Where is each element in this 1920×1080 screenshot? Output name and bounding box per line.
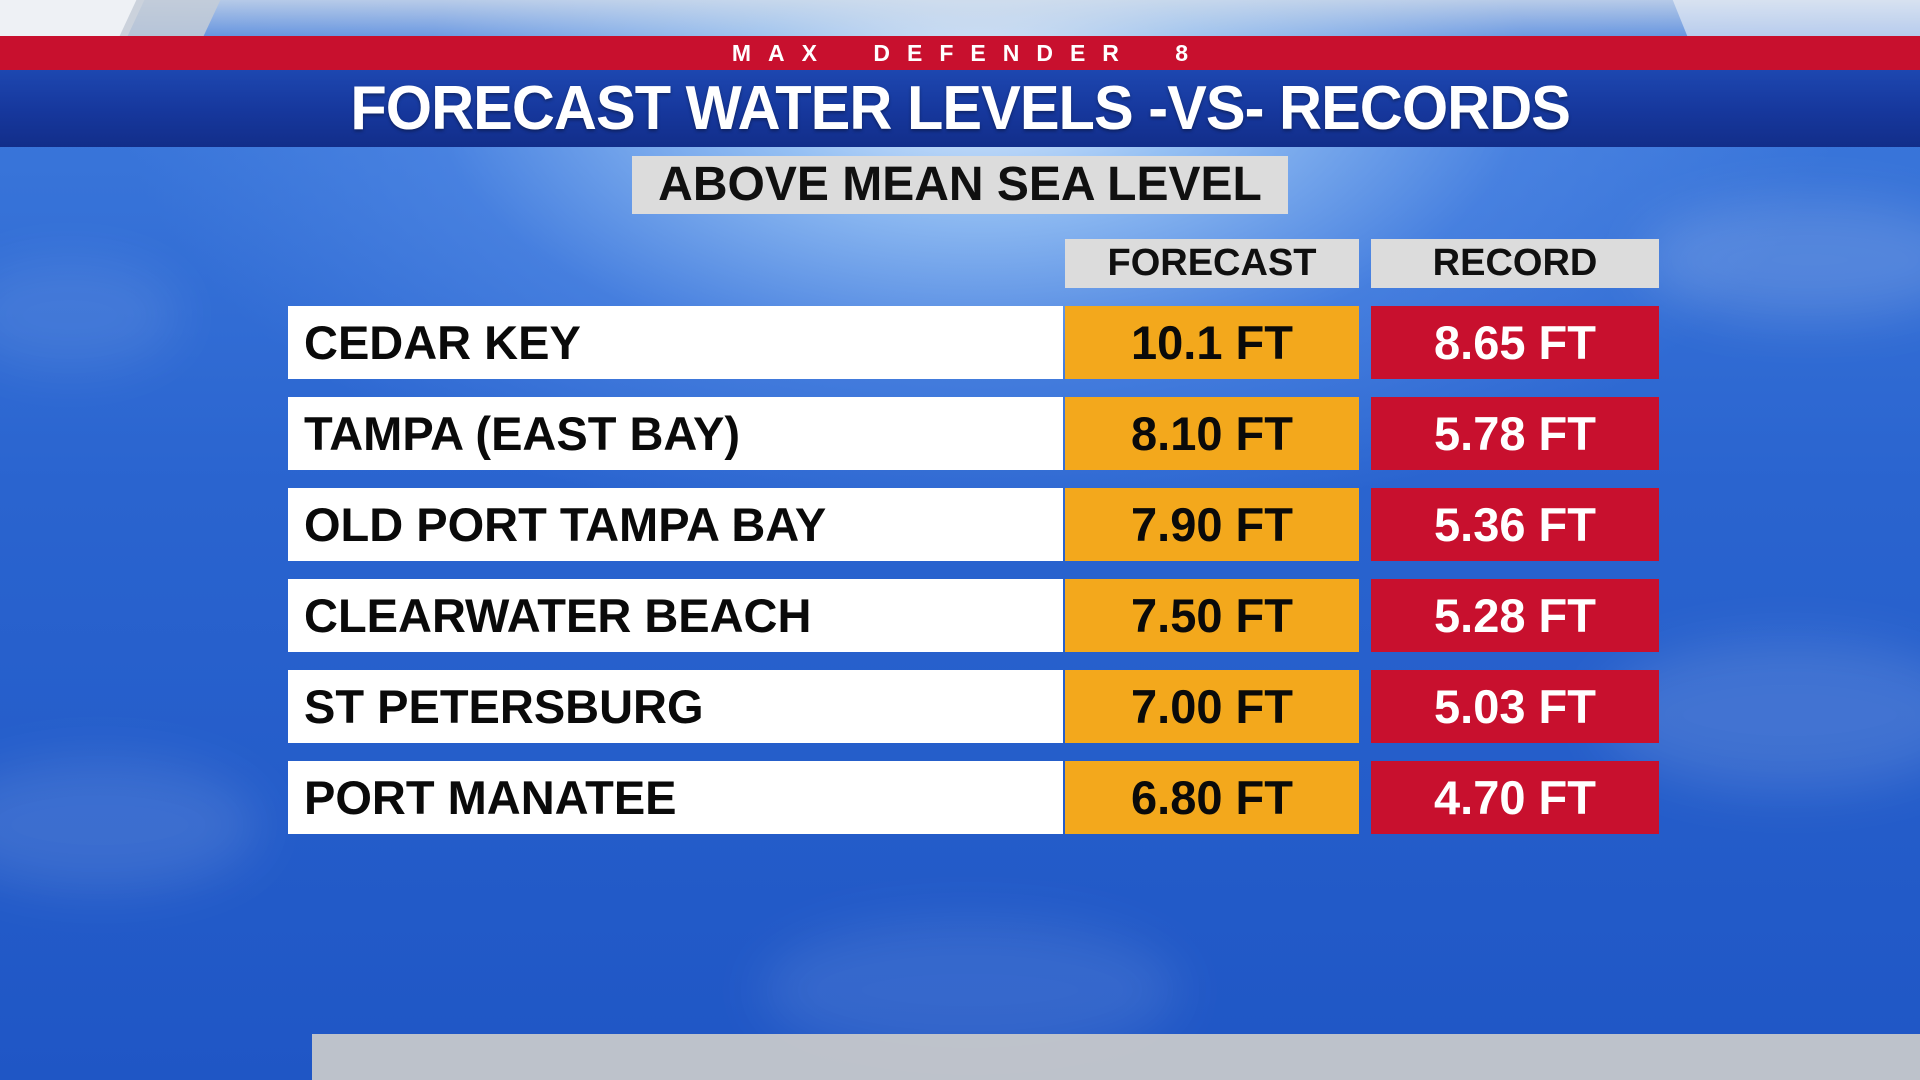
table-row: OLD PORT TAMPA BAY 7.90 FT 5.36 FT: [288, 488, 1659, 561]
record-cell: 5.03 FT: [1371, 670, 1659, 743]
location-cell: CLEARWATER BEACH: [288, 579, 1063, 652]
table-row: ST PETERSBURG 7.00 FT 5.03 FT: [288, 670, 1659, 743]
bottom-bar: [312, 1034, 1920, 1080]
column-header-forecast: FORECAST: [1065, 239, 1359, 288]
cloud: [0, 760, 260, 890]
location-cell: PORT MANATEE: [288, 761, 1063, 834]
forecast-cell: 10.1 FT: [1065, 306, 1359, 379]
record-cell: 5.28 FT: [1371, 579, 1659, 652]
record-cell: 5.36 FT: [1371, 488, 1659, 561]
water-level-table: CEDAR KEY 10.1 FT 8.65 FT TAMPA (EAST BA…: [288, 306, 1659, 834]
record-cell: 8.65 FT: [1371, 306, 1659, 379]
column-header-record: RECORD: [1371, 239, 1659, 288]
cloud: [1640, 200, 1920, 320]
location-cell: OLD PORT TAMPA BAY: [288, 488, 1063, 561]
record-cell: 4.70 FT: [1371, 761, 1659, 834]
studio-top-band: [0, 0, 1920, 36]
location-cell: TAMPA (EAST BAY): [288, 397, 1063, 470]
table-row: TAMPA (EAST BAY) 8.10 FT 5.78 FT: [288, 397, 1659, 470]
forecast-cell: 7.00 FT: [1065, 670, 1359, 743]
table-row: CEDAR KEY 10.1 FT 8.65 FT: [288, 306, 1659, 379]
station-banner: MAX DEFENDER 8: [0, 36, 1920, 70]
cloud: [0, 260, 180, 370]
forecast-cell: 7.50 FT: [1065, 579, 1359, 652]
studio-set-shape: [119, 0, 221, 36]
page-title: FORECAST WATER LEVELS -VS- RECORDS: [350, 74, 1571, 143]
record-cell: 5.78 FT: [1371, 397, 1659, 470]
studio-set-shape: [1672, 0, 1920, 36]
subtitle-row: ABOVE MEAN SEA LEVEL: [0, 156, 1920, 214]
table-row: CLEARWATER BEACH 7.50 FT 5.28 FT: [288, 579, 1659, 652]
column-headers: FORECAST RECORD: [1065, 239, 1659, 288]
location-cell: ST PETERSBURG: [288, 670, 1063, 743]
forecast-cell: 7.90 FT: [1065, 488, 1359, 561]
forecast-cell: 6.80 FT: [1065, 761, 1359, 834]
title-bar: FORECAST WATER LEVELS -VS- RECORDS: [0, 70, 1920, 147]
location-cell: CEDAR KEY: [288, 306, 1063, 379]
station-banner-label: MAX DEFENDER 8: [731, 39, 1206, 66]
forecast-cell: 8.10 FT: [1065, 397, 1359, 470]
table-row: PORT MANATEE 6.80 FT 4.70 FT: [288, 761, 1659, 834]
subtitle-badge: ABOVE MEAN SEA LEVEL: [632, 156, 1288, 214]
